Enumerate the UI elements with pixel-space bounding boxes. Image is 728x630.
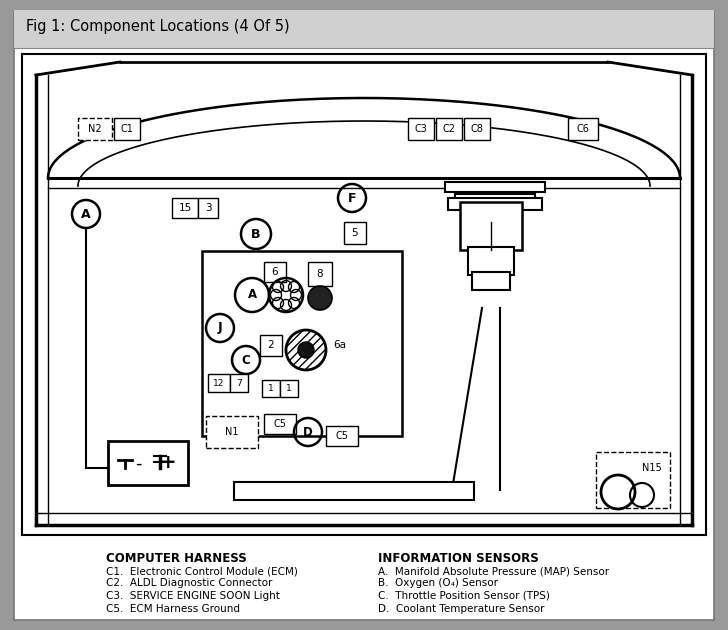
Bar — [114, 118, 140, 140]
Bar — [308, 262, 332, 286]
Text: B.  Oxygen (O₄) Sensor: B. Oxygen (O₄) Sensor — [378, 578, 498, 588]
Text: INFORMATION SENSORS: INFORMATION SENSORS — [378, 552, 539, 565]
Text: D.  Coolant Temperature Sensor: D. Coolant Temperature Sensor — [378, 604, 545, 614]
Text: 3: 3 — [205, 203, 211, 213]
Text: A: A — [82, 207, 91, 220]
Bar — [172, 198, 198, 218]
Bar — [596, 452, 670, 508]
Text: Fig 1: Component Locations (4 Of 5): Fig 1: Component Locations (4 Of 5) — [26, 20, 290, 35]
Bar — [445, 182, 545, 192]
Bar — [262, 380, 280, 397]
Text: +: + — [159, 452, 176, 471]
Text: C.  Throttle Position Sensor (TPS): C. Throttle Position Sensor (TPS) — [378, 591, 550, 601]
Bar — [198, 198, 218, 218]
Bar — [326, 426, 358, 446]
Bar — [460, 202, 522, 250]
Text: F: F — [348, 192, 356, 205]
Bar — [568, 118, 598, 140]
Text: -: - — [135, 455, 141, 473]
Bar — [78, 118, 112, 140]
Text: B: B — [251, 227, 261, 241]
Bar — [22, 54, 706, 535]
Circle shape — [298, 342, 314, 358]
Text: 8: 8 — [317, 269, 323, 279]
Text: C3.  SERVICE ENGINE SOON Light: C3. SERVICE ENGINE SOON Light — [106, 591, 280, 601]
Bar — [264, 414, 296, 434]
Text: C3: C3 — [414, 124, 427, 134]
Text: 1: 1 — [268, 384, 274, 393]
Text: 6a: 6a — [333, 340, 347, 350]
Text: C2: C2 — [443, 124, 456, 134]
Bar — [468, 247, 514, 275]
Circle shape — [308, 286, 332, 310]
Text: C5: C5 — [274, 419, 287, 429]
Bar — [234, 482, 474, 500]
Text: 7: 7 — [236, 379, 242, 387]
Bar — [472, 272, 510, 290]
Text: C6: C6 — [577, 124, 590, 134]
Bar — [260, 335, 282, 356]
Text: N2: N2 — [88, 124, 102, 134]
Text: C5: C5 — [336, 431, 349, 441]
Text: C5.  ECM Harness Ground: C5. ECM Harness Ground — [106, 604, 240, 614]
Bar — [344, 222, 366, 244]
Text: D: D — [303, 425, 313, 438]
Bar — [455, 194, 535, 202]
Bar — [202, 251, 402, 436]
Bar — [280, 380, 298, 397]
Bar — [448, 198, 542, 210]
Text: N15: N15 — [642, 463, 662, 473]
Text: 2: 2 — [268, 340, 274, 350]
Text: 15: 15 — [178, 203, 191, 213]
Text: C2.  ALDL Diagnostic Connector: C2. ALDL Diagnostic Connector — [106, 578, 272, 588]
Bar — [264, 262, 286, 282]
Text: COMPUTER HARNESS: COMPUTER HARNESS — [106, 552, 247, 565]
Text: 1: 1 — [286, 384, 292, 393]
Bar — [408, 118, 434, 140]
Text: C: C — [242, 353, 250, 367]
Text: A.  Manifold Absolute Pressure (MAP) Sensor: A. Manifold Absolute Pressure (MAP) Sens… — [378, 566, 609, 576]
Text: C8: C8 — [470, 124, 483, 134]
Circle shape — [286, 330, 326, 370]
Bar — [108, 441, 188, 485]
Text: 12: 12 — [213, 379, 225, 387]
Bar — [436, 118, 462, 140]
Text: C1.  Electronic Control Module (ECM): C1. Electronic Control Module (ECM) — [106, 566, 298, 576]
Text: C1: C1 — [121, 124, 133, 134]
Bar — [206, 416, 258, 448]
Text: N1: N1 — [225, 427, 239, 437]
Bar — [208, 374, 230, 392]
Bar — [464, 118, 490, 140]
Text: 5: 5 — [352, 228, 358, 238]
Bar — [14, 10, 714, 48]
Text: A: A — [248, 289, 256, 302]
Text: J: J — [218, 321, 222, 335]
Bar — [230, 374, 248, 392]
Text: 6: 6 — [272, 267, 278, 277]
